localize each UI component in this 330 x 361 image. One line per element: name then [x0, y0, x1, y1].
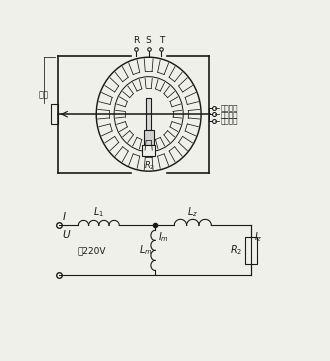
- Bar: [142, 145, 155, 156]
- Text: R: R: [133, 36, 139, 45]
- Text: S: S: [146, 36, 151, 45]
- Text: $R_2$: $R_2$: [230, 244, 243, 257]
- Bar: [146, 98, 151, 130]
- Text: $I$: $I$: [62, 210, 66, 222]
- Text: 逆序接点: 逆序接点: [220, 118, 238, 124]
- Text: 弹簧: 弹簧: [39, 90, 49, 99]
- Text: $I_m$: $I_m$: [158, 230, 169, 244]
- Text: ～220V: ～220V: [77, 246, 106, 255]
- Text: $L_m$: $L_m$: [139, 244, 152, 257]
- Bar: [51, 104, 58, 124]
- Text: $U$: $U$: [62, 228, 71, 240]
- Text: 正序接点: 正序接点: [220, 104, 238, 111]
- Text: $L_z$: $L_z$: [187, 205, 198, 219]
- Text: $I_z$: $I_z$: [254, 230, 263, 244]
- Text: 中心接点: 中心接点: [220, 111, 238, 118]
- Bar: [144, 130, 153, 145]
- Text: $L_1$: $L_1$: [93, 205, 104, 219]
- Bar: [245, 237, 257, 264]
- Text: $R_2$: $R_2$: [145, 159, 155, 172]
- Text: T: T: [159, 36, 164, 45]
